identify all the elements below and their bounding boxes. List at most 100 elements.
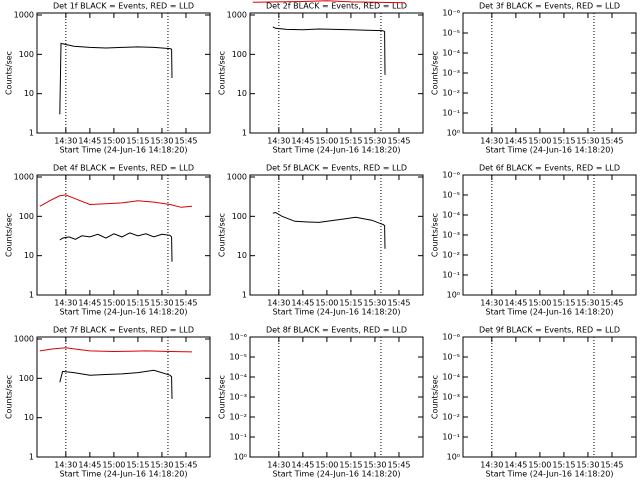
series-line: [272, 26, 386, 75]
x-tick-label: 15:45: [387, 137, 410, 146]
x-tick-label: 14:45: [78, 461, 101, 470]
x-axis-label: Start Time (24-Jun-16 14:18:20): [486, 308, 614, 317]
panel-title: Det 8f BLACK = Events, RED = LLD: [266, 326, 407, 335]
y-tick-label: 100: [19, 50, 34, 59]
x-tick-label: 14:45: [78, 137, 101, 146]
y-tick-label: 10⁻⁶: [442, 333, 460, 342]
y-tick-label: 100: [19, 374, 34, 383]
panel-title: Det 6f BLACK = Events, RED = LLD: [479, 164, 620, 173]
y-axis-label: Counts/sec: [218, 51, 227, 95]
y-tick-label: 10: [24, 89, 34, 98]
y-tick-label: 10⁰: [234, 453, 247, 462]
x-tick-label: 15:15: [339, 461, 362, 470]
y-tick-label: 10⁰: [447, 129, 460, 138]
x-tick-label: 15:45: [387, 299, 410, 308]
y-tick-label: 10⁻²: [229, 413, 247, 422]
x-tick-label: 15:15: [126, 137, 149, 146]
y-tick-label: 10⁰: [447, 291, 460, 300]
y-tick-label: 10⁻³: [442, 393, 460, 402]
x-tick-label: 15:30: [363, 299, 386, 308]
y-axis-label: Counts/sec: [431, 213, 440, 257]
y-tick-label: 100: [232, 212, 247, 221]
y-tick-label: 10⁻⁶: [229, 333, 247, 342]
plot-frame: [249, 174, 424, 296]
series-line: [39, 347, 193, 353]
x-axis-label: Start Time (24-Jun-16 14:18:20): [486, 470, 614, 479]
x-tick-label: 15:45: [174, 137, 197, 146]
x-tick-label: 15:30: [150, 137, 173, 146]
x-tick-label: 14:30: [54, 299, 77, 308]
y-tick-label: 1000: [227, 11, 247, 20]
x-tick-label: 14:45: [504, 299, 527, 308]
y-tick-label: 10⁻²: [442, 413, 460, 422]
x-tick-label: 14:45: [78, 299, 101, 308]
y-tick-label: 10⁻³: [442, 231, 460, 240]
series-line: [272, 211, 386, 249]
y-tick-label: 10⁻⁵: [442, 353, 460, 362]
series-line: [39, 194, 193, 208]
y-tick-label: 1000: [14, 335, 34, 344]
series-line: [59, 232, 173, 262]
y-tick-label: 1: [29, 129, 34, 138]
plot-frame: [36, 174, 211, 296]
x-tick-label: 15:00: [528, 137, 551, 146]
y-tick-label: 10⁻⁵: [442, 191, 460, 200]
x-tick-label: 14:45: [504, 461, 527, 470]
y-tick-label: 10: [237, 89, 247, 98]
x-tick-label: 15:15: [339, 299, 362, 308]
x-tick-label: 14:45: [291, 461, 314, 470]
x-tick-label: 15:30: [150, 461, 173, 470]
y-tick-label: 10⁰: [447, 453, 460, 462]
series-line: [252, 0, 406, 4]
y-tick-label: 10⁻³: [229, 393, 247, 402]
x-tick-label: 15:15: [552, 299, 575, 308]
x-tick-label: 15:30: [150, 299, 173, 308]
y-tick-label: 10⁻³: [442, 69, 460, 78]
y-tick-label: 10⁻⁴: [442, 373, 460, 382]
x-axis-label: Start Time (24-Jun-16 14:18:20): [273, 308, 401, 317]
y-tick-label: 10⁻²: [442, 89, 460, 98]
x-tick-label: 15:15: [339, 137, 362, 146]
y-tick-label: 10⁻⁴: [442, 49, 460, 58]
x-tick-label: 14:45: [291, 299, 314, 308]
x-tick-label: 15:15: [126, 461, 149, 470]
x-tick-label: 15:45: [174, 299, 197, 308]
y-axis-label: Counts/sec: [218, 375, 227, 419]
series-line: [59, 42, 173, 115]
x-axis-label: Start Time (24-Jun-16 14:18:20): [273, 146, 401, 155]
y-tick-label: 10⁻⁶: [442, 9, 460, 18]
series-line: [59, 369, 173, 399]
y-tick-label: 10⁻⁴: [229, 373, 247, 382]
y-tick-label: 1: [29, 453, 34, 462]
y-tick-label: 10⁻¹: [442, 271, 460, 280]
x-tick-label: 15:30: [363, 137, 386, 146]
y-tick-label: 1: [242, 291, 247, 300]
y-axis-label: Counts/sec: [5, 51, 14, 95]
panel-title: Det 7f BLACK = Events, RED = LLD: [53, 326, 194, 335]
x-axis-label: Start Time (24-Jun-16 14:18:20): [60, 308, 188, 317]
x-tick-label: 15:15: [552, 461, 575, 470]
y-axis-label: Counts/sec: [431, 51, 440, 95]
plot-frame: [36, 12, 211, 134]
x-tick-label: 15:00: [315, 299, 338, 308]
y-tick-label: 10⁻²: [442, 251, 460, 260]
y-tick-label: 10⁻¹: [229, 433, 247, 442]
x-tick-label: 15:45: [174, 461, 197, 470]
x-tick-label: 15:30: [576, 461, 599, 470]
x-tick-label: 14:30: [480, 137, 503, 146]
y-axis-label: Counts/sec: [431, 375, 440, 419]
x-tick-label: 15:30: [576, 299, 599, 308]
x-tick-label: 15:45: [600, 299, 623, 308]
panel-title: Det 4f BLACK = Events, RED = LLD: [53, 164, 194, 173]
x-tick-label: 14:30: [54, 137, 77, 146]
y-tick-label: 10: [24, 413, 34, 422]
x-tick-label: 14:30: [267, 461, 290, 470]
y-tick-label: 10⁻⁴: [442, 211, 460, 220]
x-tick-label: 14:45: [291, 137, 314, 146]
y-tick-label: 100: [232, 50, 247, 59]
panel-title: Det 3f BLACK = Events, RED = LLD: [479, 2, 620, 11]
x-tick-label: 15:00: [102, 461, 125, 470]
x-tick-label: 15:45: [387, 461, 410, 470]
x-tick-label: 14:30: [267, 137, 290, 146]
